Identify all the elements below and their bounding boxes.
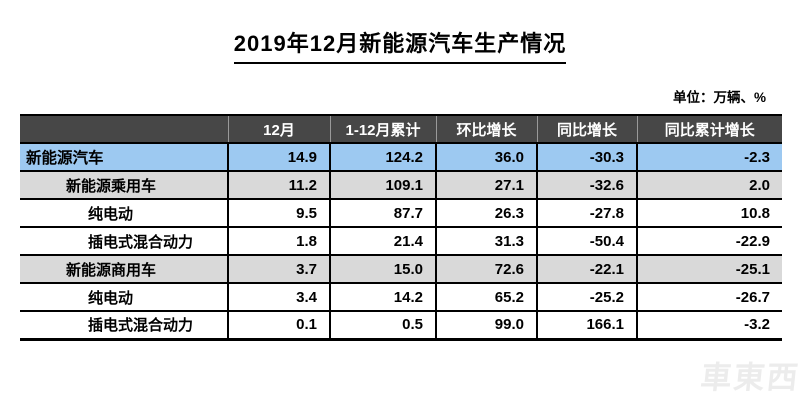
header-cell-mom-growth: 环比增长 — [435, 115, 537, 143]
cell-value: 10.8 — [636, 198, 782, 227]
cell-value: 0.5 — [329, 310, 436, 339]
cell-value: 124.2 — [329, 142, 436, 171]
table-row: 插电式混合动力 1.8 21.4 31.3 -50.4 -22.9 — [20, 226, 782, 255]
title-container: 2019年12月新能源汽车生产情况 — [0, 26, 800, 64]
cell-value: -3.2 — [636, 310, 782, 339]
cell-value: 14.2 — [329, 282, 436, 311]
row-label: 插电式混合动力 — [20, 310, 228, 339]
cell-value: -26.7 — [636, 282, 782, 311]
cell-value: 27.1 — [435, 170, 537, 199]
cell-value: -22.1 — [536, 254, 637, 283]
header-cell-ytd: 1-12月累计 — [329, 115, 436, 143]
table-header-row: 12月 1-12月累计 环比增长 同比增长 同比累计增长 — [20, 115, 782, 143]
cell-value: 21.4 — [329, 226, 436, 255]
cell-value: -22.9 — [636, 226, 782, 255]
row-label: 新能源汽车 — [20, 142, 228, 171]
cell-value: -50.4 — [536, 226, 637, 255]
cell-value: 26.3 — [435, 198, 537, 227]
cell-value: 72.6 — [435, 254, 537, 283]
table-row: 新能源汽车 14.9 124.2 36.0 -30.3 -2.3 — [20, 142, 782, 171]
table-row: 新能源乘用车 11.2 109.1 27.1 -32.6 2.0 — [20, 170, 782, 199]
row-label: 新能源乘用车 — [20, 170, 228, 199]
table-row: 纯电动 3.4 14.2 65.2 -25.2 -26.7 — [20, 282, 782, 311]
cell-value: 3.4 — [227, 282, 330, 311]
cell-value: 2.0 — [636, 170, 782, 199]
row-label: 纯电动 — [20, 198, 228, 227]
cell-value: -25.2 — [536, 282, 637, 311]
page-title: 2019年12月新能源汽车生产情况 — [233, 26, 567, 64]
cell-value: 3.7 — [227, 254, 330, 283]
cell-value: 36.0 — [435, 142, 537, 171]
row-label: 插电式混合动力 — [20, 226, 228, 255]
cell-value: 14.9 — [227, 142, 330, 171]
table-row: 新能源商用车 3.7 15.0 72.6 -22.1 -25.1 — [20, 254, 782, 283]
production-table: 12月 1-12月累计 环比增长 同比增长 同比累计增长 新能源汽车 14.9 … — [20, 114, 782, 341]
table-row: 纯电动 9.5 87.7 26.3 -27.8 10.8 — [20, 198, 782, 227]
cell-value: 166.1 — [536, 310, 637, 339]
cell-value: 109.1 — [329, 170, 436, 199]
row-label: 新能源商用车 — [20, 254, 228, 283]
cell-value: 31.3 — [435, 226, 537, 255]
cell-value: 15.0 — [329, 254, 436, 283]
cell-value: 0.1 — [227, 310, 330, 339]
cell-value: 9.5 — [227, 198, 330, 227]
header-cell-category — [20, 115, 228, 143]
cell-value: -32.6 — [536, 170, 637, 199]
cell-value: 99.0 — [435, 310, 537, 339]
cell-value: 11.2 — [227, 170, 330, 199]
watermark-logo: 車東西 — [698, 360, 800, 395]
header-cell-december: 12月 — [227, 115, 330, 143]
cell-value: 1.8 — [227, 226, 330, 255]
cell-value: -30.3 — [536, 142, 637, 171]
cell-value: 87.7 — [329, 198, 436, 227]
cell-value: 65.2 — [435, 282, 537, 311]
cell-value: -2.3 — [636, 142, 782, 171]
unit-note: 单位：万辆、% — [672, 90, 766, 105]
table-row: 插电式混合动力 0.1 0.5 99.0 166.1 -3.2 — [20, 310, 782, 339]
cell-value: -27.8 — [536, 198, 637, 227]
row-label: 纯电动 — [20, 282, 228, 311]
cell-value: -25.1 — [636, 254, 782, 283]
header-cell-yoy-cum-growth: 同比累计增长 — [636, 115, 782, 143]
header-cell-yoy-growth: 同比增长 — [536, 115, 637, 143]
